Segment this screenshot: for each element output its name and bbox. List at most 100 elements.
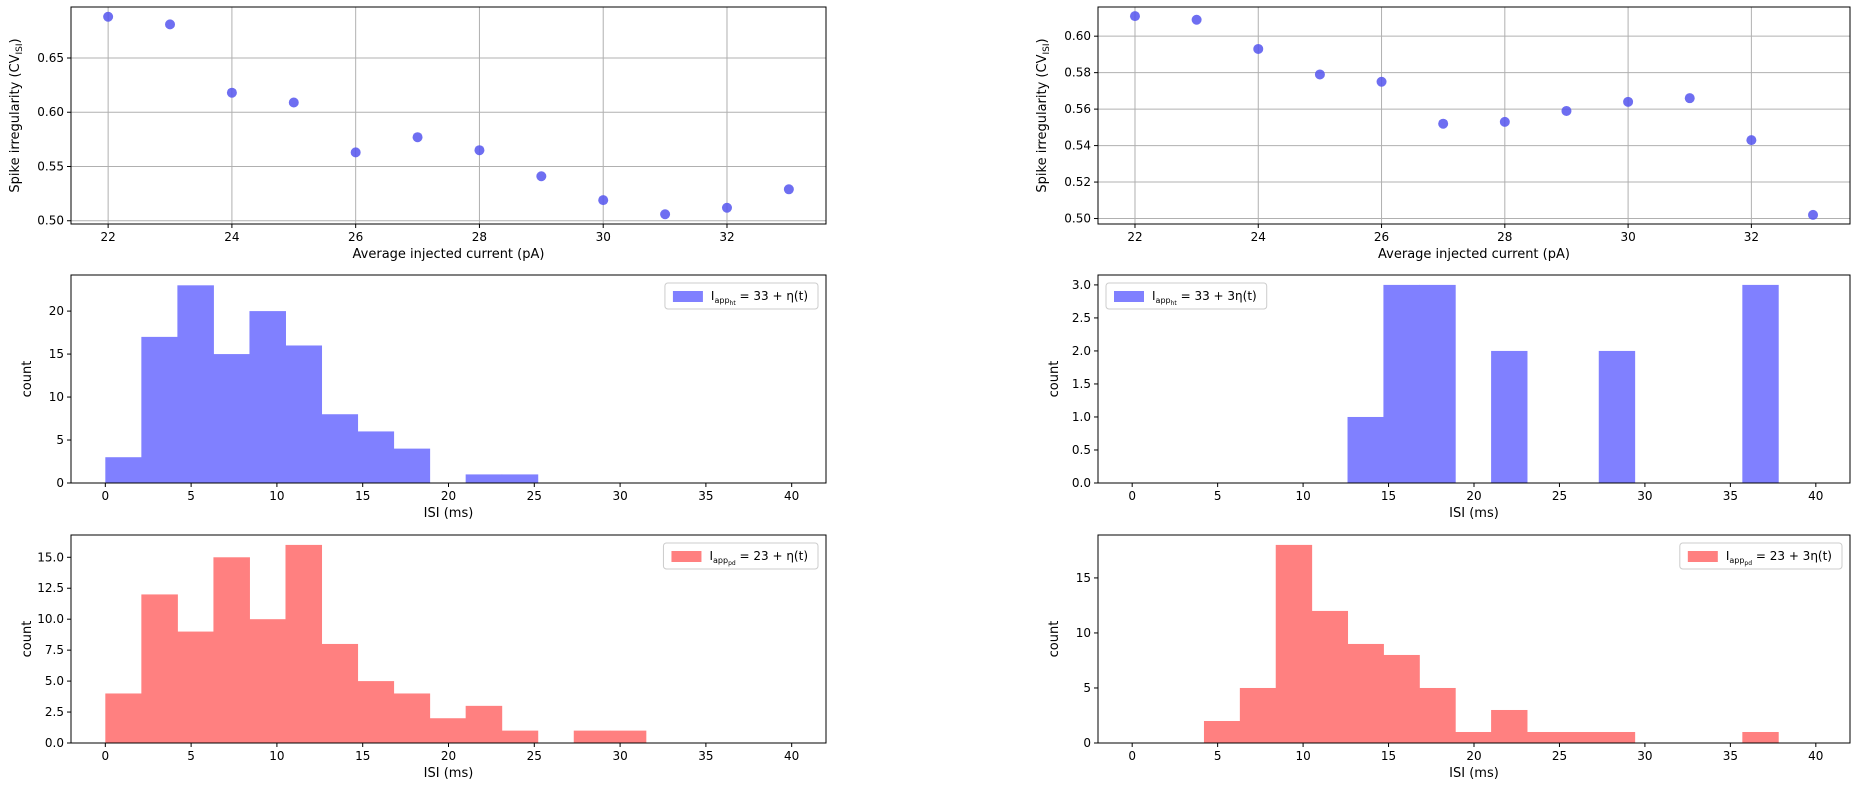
y-tick-label: 1.0: [1072, 410, 1091, 424]
y-axis-label-subscript: ISI: [1042, 43, 1052, 54]
x-tick-label: 26: [1374, 230, 1389, 244]
x-tick-label: 28: [1497, 230, 1512, 244]
x-axis-label: ISI (ms): [1449, 506, 1499, 521]
legend-label-sub: app: [1156, 296, 1171, 305]
x-tick-label: 35: [698, 749, 713, 763]
x-tick-label: 5: [1214, 489, 1222, 503]
x-axis-label: ISI (ms): [424, 506, 474, 521]
y-tick-label: 0.60: [37, 105, 64, 119]
x-tick-label: 30: [596, 230, 611, 244]
histogram-bar: [105, 693, 142, 743]
x-tick-label: 15: [1381, 489, 1396, 503]
histogram-bar: [1239, 687, 1277, 743]
data-point: [350, 147, 361, 158]
legend-swatch: [1114, 291, 1144, 302]
y-tick-label: 5: [56, 433, 64, 447]
data-point: [1129, 11, 1140, 22]
histogram-bar: [1275, 544, 1313, 743]
x-tick-label: 0: [101, 489, 109, 503]
data-point: [783, 184, 794, 195]
y-axis-label-subscript: ISI: [15, 43, 25, 54]
x-tick-label: 15: [355, 749, 370, 763]
histogram-bar: [141, 594, 178, 743]
y-tick-label: 0.55: [37, 159, 64, 173]
y-tick-label: 10: [1076, 626, 1091, 640]
legend-label: Iapppd = 23 + 3η(t): [1726, 549, 1832, 567]
histogram-bar: [1742, 731, 1779, 743]
panel-cv-ht: 22 24 26 28 30 32 0.50 0.55 0.60 0.65 Average inje…: [8, 6, 827, 262]
y-tick-label: 0.54: [1064, 139, 1091, 153]
histogram-bar: [141, 336, 178, 483]
panel-hist-pd-1: 0 5 10 15 20 25 30 35 40 0.0 2.5 5.0 7.5 10.0 12.5 15.0…: [20, 534, 827, 781]
y-axis-label: count: [20, 361, 35, 398]
x-tick-label: 26: [348, 230, 363, 244]
legend: Iappht = 33 + η(t): [664, 282, 819, 310]
data-point: [1253, 43, 1264, 54]
legend-box: [664, 282, 819, 310]
x-tick-label: 15: [355, 489, 370, 503]
x-axis-label: Average injected current (pA): [353, 247, 545, 262]
histogram-bar: [285, 544, 323, 743]
y-tick-label: 0: [56, 476, 64, 490]
x-tick-label: 15: [1381, 749, 1396, 763]
x-tick-label: 24: [224, 230, 239, 244]
data-point: [412, 132, 423, 143]
panel-hist-pd-3: 0 5 10 15 20 25 30 35 40 0 5 10 15 ISI (ms) count Iappp…: [1047, 534, 1851, 781]
histogram-bar: [1419, 687, 1456, 743]
x-tick-label: 32: [1744, 230, 1759, 244]
x-tick-label: 20: [441, 489, 456, 503]
x-tick-label: 25: [527, 749, 542, 763]
x-tick-label: 30: [612, 749, 627, 763]
data-point: [1314, 69, 1325, 80]
legend-swatch: [672, 291, 703, 302]
data-point: [1561, 105, 1572, 116]
legend-label-expr: = 23 + η(t): [736, 549, 808, 563]
histogram-bar: [213, 354, 250, 483]
data-point: [103, 11, 114, 22]
y-tick-label: 12.5: [37, 581, 64, 595]
histogram-bar: [249, 311, 286, 483]
x-tick-label: 10: [269, 489, 284, 503]
y-tick-label: 0.60: [1064, 29, 1091, 43]
x-tick-label: 5: [187, 749, 195, 763]
histogram-bar: [1383, 654, 1420, 743]
y-tick-label: 0.56: [1064, 102, 1091, 116]
histogram-bar: [1491, 350, 1528, 483]
y-tick-label: 2.0: [1072, 344, 1091, 358]
x-axis-label: Average injected current (pA): [1378, 247, 1570, 262]
y-tick-label: 2.5: [45, 705, 64, 719]
y-tick-label: 0.50: [1064, 212, 1091, 226]
histogram-bar: [1347, 643, 1384, 743]
histogram-bar: [105, 457, 142, 483]
data-point: [1684, 93, 1695, 104]
y-tick-label: 0.50: [37, 214, 64, 228]
data-point: [721, 202, 732, 213]
x-tick-label: 25: [527, 489, 542, 503]
y-axis-label: count: [1047, 361, 1062, 398]
histogram-bar: [393, 448, 431, 483]
legend-label-sub: app: [1729, 556, 1744, 565]
data-point: [1808, 209, 1819, 220]
x-axis-label: ISI (ms): [1449, 766, 1499, 781]
y-tick-label: 7.5: [45, 643, 64, 657]
x-tick-label: 30: [1637, 749, 1652, 763]
x-tick-label: 24: [1251, 230, 1266, 244]
y-tick-label: 0.58: [1064, 66, 1091, 80]
histogram-bar: [1203, 720, 1241, 743]
y-tick-label: 10.0: [37, 612, 64, 626]
histogram-bar: [357, 681, 395, 743]
panel-cv-pd: 22 24 26 28 30 32 0.50 0.52 0.54 0.56 0.58 0.60 Aver…: [1035, 6, 1851, 262]
data-point: [1438, 118, 1449, 129]
y-tick-label: 0.5: [1072, 443, 1091, 457]
data-point: [660, 209, 671, 220]
x-tick-label: 10: [269, 749, 284, 763]
x-tick-label: 25: [1552, 489, 1567, 503]
y-tick-label: 2.5: [1072, 311, 1091, 325]
data-point: [1376, 76, 1387, 87]
histogram-bar: [285, 345, 323, 483]
histogram-bar: [501, 474, 539, 483]
x-tick-label: 30: [612, 489, 627, 503]
y-axis-label-close: ): [1035, 38, 1050, 43]
x-tick-label: 10: [1295, 749, 1310, 763]
